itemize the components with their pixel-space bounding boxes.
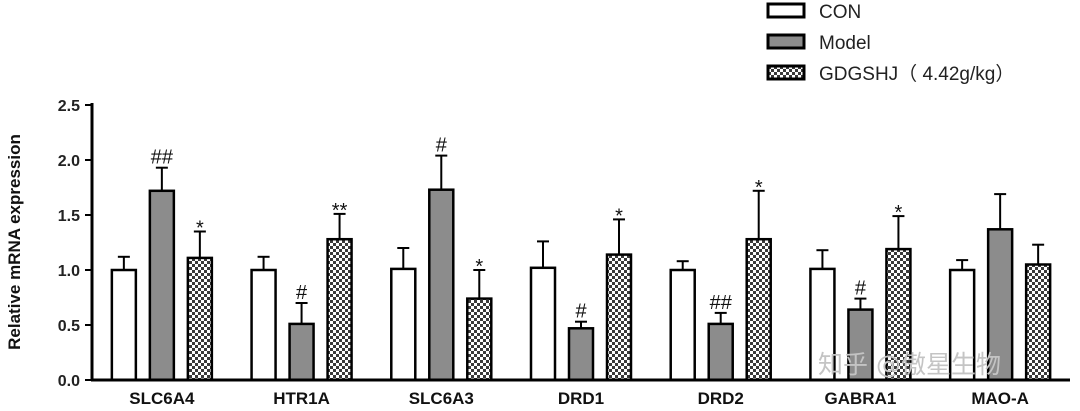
bar bbox=[148, 189, 176, 382]
legend-label-con: CON bbox=[819, 2, 861, 23]
legend-label-model: Model bbox=[819, 33, 871, 54]
x-tick-label: HTR1A bbox=[273, 389, 330, 408]
significance-mark: # bbox=[436, 135, 448, 157]
significance-mark: * bbox=[755, 177, 763, 199]
y-axis-label: Relative mRNA expression bbox=[5, 134, 24, 350]
bar bbox=[390, 267, 417, 382]
legend-swatch-model bbox=[766, 33, 806, 50]
bar bbox=[110, 268, 138, 382]
legend-swatch-gdgshj bbox=[766, 64, 806, 81]
watermark: 知乎 @傲星生物 bbox=[818, 350, 1001, 379]
bar bbox=[707, 322, 734, 382]
x-tick-label: SLC6A4 bbox=[129, 389, 195, 408]
x-tick-label: DRD1 bbox=[558, 389, 604, 408]
significance-mark: * bbox=[475, 256, 483, 278]
bar bbox=[529, 266, 557, 382]
bar bbox=[186, 256, 214, 382]
significance-mark: * bbox=[615, 205, 623, 227]
significance-mark: ## bbox=[710, 292, 733, 314]
x-axis: SLC6A4 HTR1A SLC6A3 DRD1 DRD2 GABRA1 MAO-A bbox=[91, 378, 1070, 408]
significance-mark: ** bbox=[332, 200, 348, 222]
bar bbox=[428, 188, 455, 382]
y-tick-label: 1.0 bbox=[58, 263, 80, 280]
bar bbox=[288, 322, 315, 382]
bar bbox=[605, 253, 633, 382]
x-tick-label: GABRA1 bbox=[825, 389, 897, 408]
y-tick-label: 2.0 bbox=[58, 153, 80, 170]
bar bbox=[669, 268, 696, 382]
significance-mark: # bbox=[296, 282, 308, 304]
y-tick-label: 2.5 bbox=[58, 98, 80, 115]
bar bbox=[326, 237, 353, 382]
significance-mark: * bbox=[895, 202, 903, 224]
legend-label-gdgshj: GDGSHJ（ 4.42g/kg） bbox=[819, 63, 1014, 85]
y-tick-label: 0.0 bbox=[58, 373, 80, 390]
bar bbox=[250, 268, 277, 382]
x-tick-label: MAO-A bbox=[971, 389, 1029, 408]
bar bbox=[986, 228, 1014, 382]
significance-mark: * bbox=[196, 218, 204, 240]
x-tick-label: SLC6A3 bbox=[409, 389, 474, 408]
significance-mark: # bbox=[575, 301, 587, 323]
y-axis: 0.0 0.5 1.0 1.5 2.0 2.5 bbox=[58, 98, 94, 390]
significance-mark: # bbox=[855, 278, 867, 300]
bar bbox=[466, 297, 493, 382]
bar bbox=[745, 237, 772, 382]
x-tick-label: DRD2 bbox=[698, 389, 744, 408]
bar-series: ## * # ** # * # * ## * # * bbox=[110, 135, 1052, 382]
legend: CON Model GDGSHJ（ 4.42g/kg） bbox=[766, 2, 1014, 85]
y-tick-label: 1.5 bbox=[58, 208, 80, 225]
legend-swatch-con bbox=[766, 2, 806, 19]
bar bbox=[1024, 263, 1052, 382]
y-tick-label: 0.5 bbox=[58, 318, 80, 335]
bar bbox=[567, 327, 595, 382]
significance-mark: ## bbox=[151, 147, 174, 169]
